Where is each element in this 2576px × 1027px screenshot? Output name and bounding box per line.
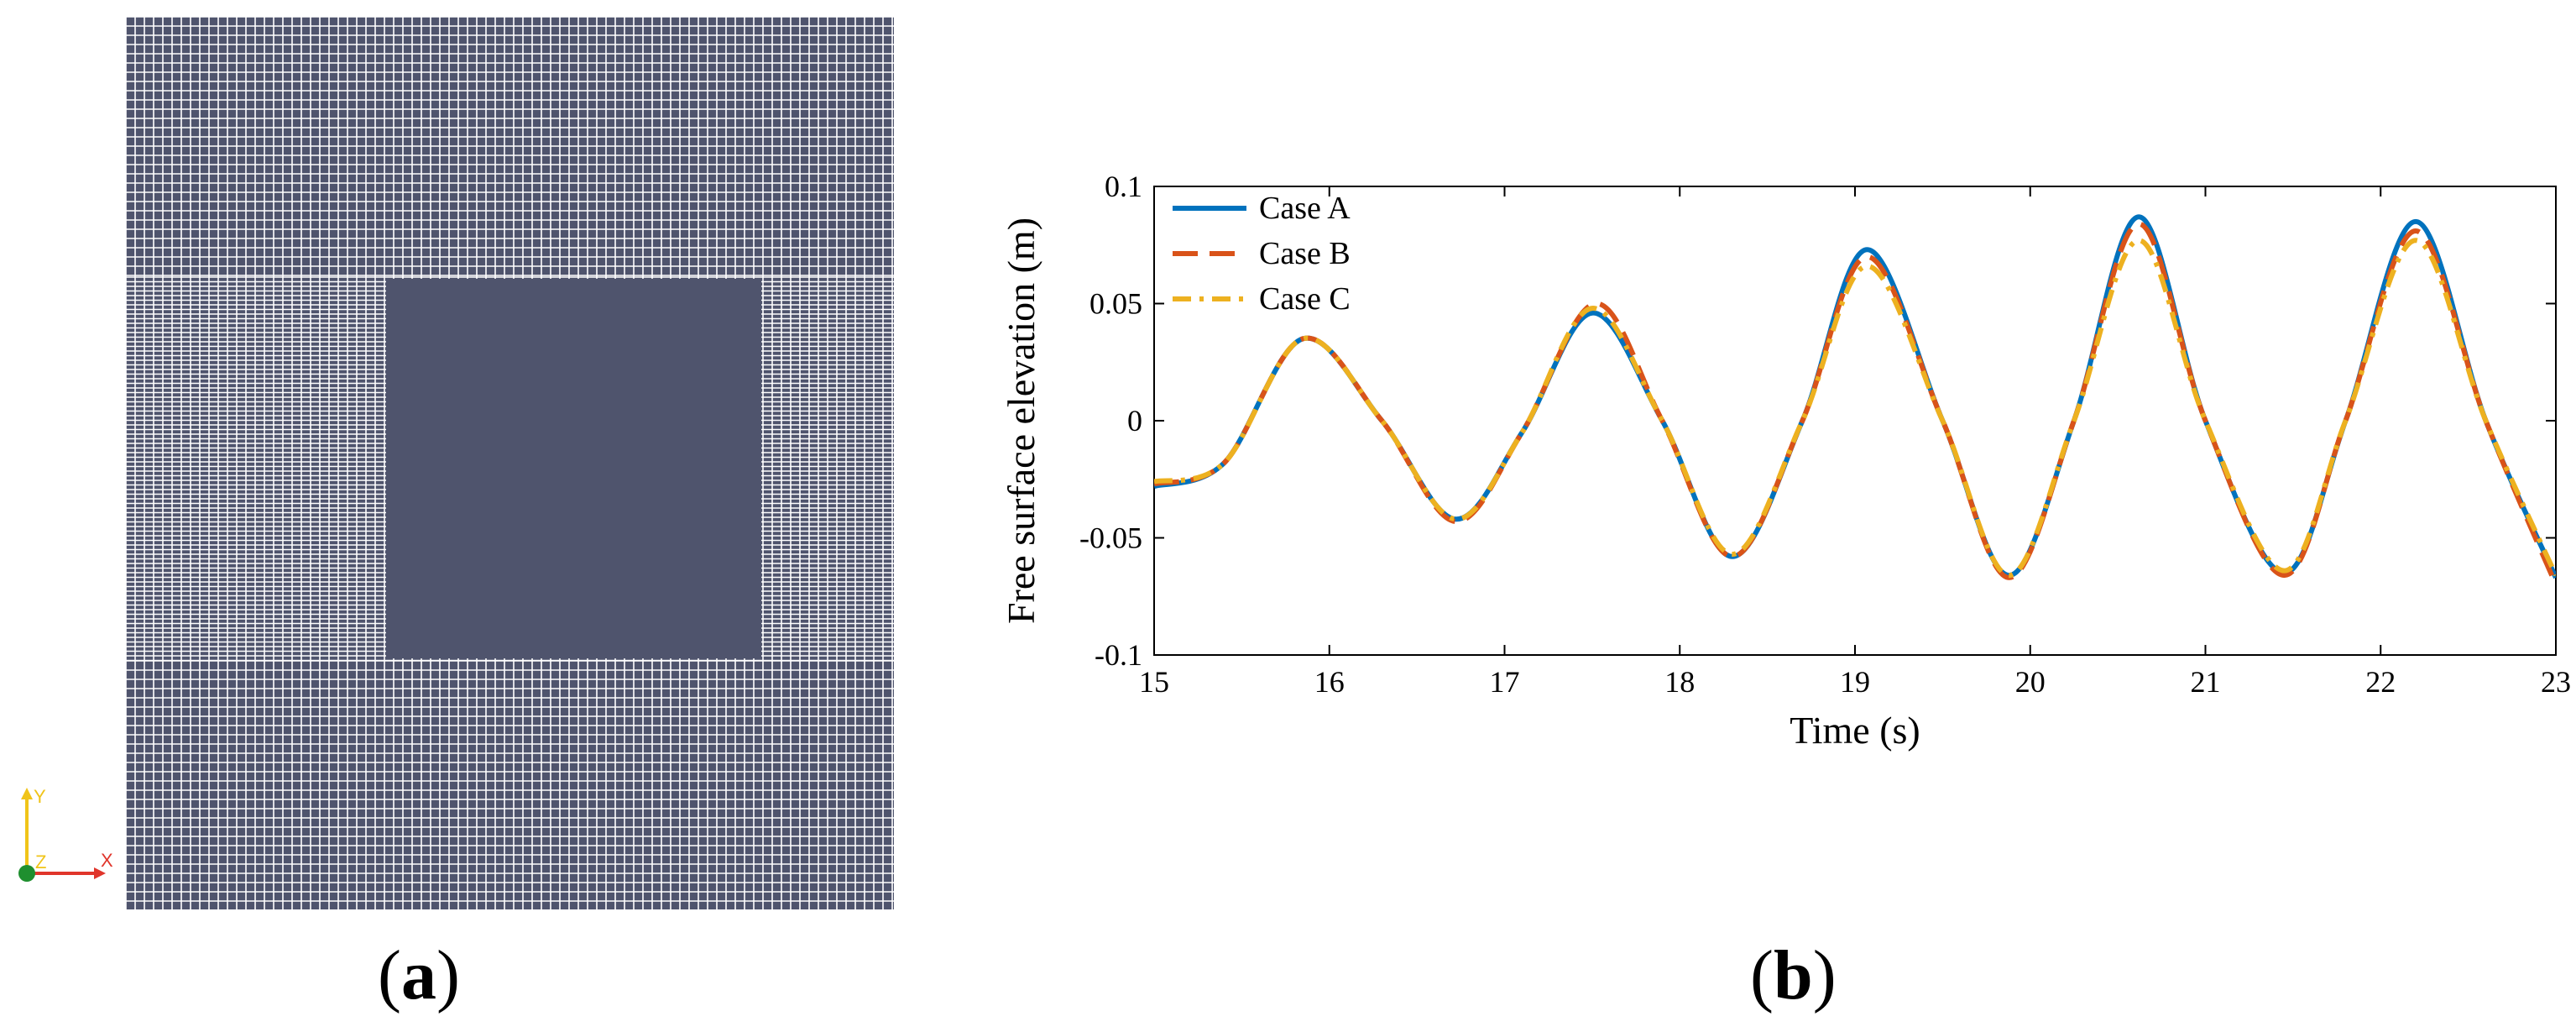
structure-block xyxy=(386,279,761,658)
gizmo-y-arrow xyxy=(21,788,33,799)
panel-b-label: (b) xyxy=(1750,936,1837,1014)
x-tick-label: 19 xyxy=(1840,665,1870,699)
elevation-chart: 15 16 17 18 19 20 21 22 23 -0.1 -0.05 0 0.05 0.1 Time … xyxy=(1000,170,2571,752)
y-tick-label: -0.05 xyxy=(1079,521,1142,555)
x-tick-label: 18 xyxy=(1664,665,1695,699)
gizmo-y-label: Y xyxy=(34,786,46,807)
x-tick-label: 15 xyxy=(1139,665,1169,699)
y-axis-title: Free surface elevation (m) xyxy=(1000,217,1042,624)
gizmo-x-arrow xyxy=(94,867,106,879)
y-tick-label: 0.05 xyxy=(1089,287,1142,321)
axes-orientation-gizmo: Y Z X xyxy=(18,786,113,882)
mesh-grid xyxy=(126,17,894,909)
series-line-case-c xyxy=(1154,238,2556,579)
x-tick-label: 17 xyxy=(1490,665,1520,699)
x-tick-label: 23 xyxy=(2541,665,2571,699)
legend-label: Case A xyxy=(1259,191,1351,226)
y-tick-label: 0 xyxy=(1127,404,1142,438)
x-tick-label: 20 xyxy=(2015,665,2046,699)
mesh-panel xyxy=(126,17,894,909)
panel-a-label: (a) xyxy=(378,936,460,1014)
x-axis-title: Time (s) xyxy=(1790,709,1920,752)
gizmo-x-label: X xyxy=(101,850,113,871)
gizmo-z-label: Z xyxy=(35,851,46,872)
legend-label: Case B xyxy=(1259,236,1351,271)
y-tick-label: -0.1 xyxy=(1095,638,1142,672)
x-tick-label: 16 xyxy=(1314,665,1345,699)
legend-label: Case C xyxy=(1259,281,1351,317)
x-tick-label: 22 xyxy=(2365,665,2396,699)
x-tick-label: 21 xyxy=(2191,665,2221,699)
y-tick-label: 0.1 xyxy=(1105,170,1142,203)
gizmo-origin xyxy=(18,865,35,882)
